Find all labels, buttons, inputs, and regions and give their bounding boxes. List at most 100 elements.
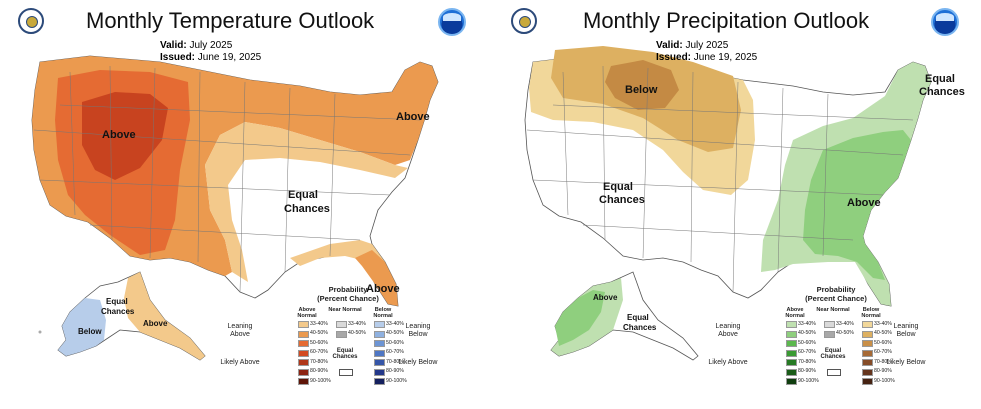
legend-swatch [374, 321, 385, 328]
legend-swatch [374, 359, 385, 366]
legend-likely-below: Likely Below [886, 359, 926, 366]
legend-swatch [862, 368, 873, 376]
legend-swatch-label: 60-70% [310, 349, 328, 355]
legend-swatch-label: 90-100% [798, 377, 819, 384]
legend-swatch-label: 40-50% [836, 330, 854, 336]
legend-swatch-label: 40-50% [386, 330, 404, 336]
temp-zone-florida [355, 250, 398, 306]
label-ak-equal-1: Equal [627, 313, 649, 322]
legend-swatch [824, 321, 835, 328]
precip-zone-above-40-50 [803, 130, 911, 280]
legend-swatch [298, 330, 309, 338]
alaska-above-zone [124, 272, 205, 360]
precipitation-outlook-panel: Below Equal Chances Equal Chances Above … [493, 0, 981, 409]
alaska-below-zone [58, 298, 106, 356]
legend-swatch [374, 340, 385, 347]
legend-swatch-label: 33-40% [348, 320, 366, 327]
legend-likely-above: Likely Above [708, 359, 748, 366]
legend-col-above: Above Normal [297, 307, 317, 319]
legend-swatch [374, 349, 385, 357]
probability-legend: Probability (Percent Chance) Above Norma… [220, 283, 438, 403]
legend-swatch-label: 33-40% [874, 320, 892, 327]
legend-swatch [298, 368, 309, 376]
legend-col-near: Near Normal [328, 307, 362, 313]
legend-leaning-below: Leaning Below [405, 323, 431, 338]
legend-swatch [298, 321, 309, 328]
legend-swatch-label: 33-40% [798, 320, 816, 327]
doc-seal-icon [511, 8, 537, 34]
legend-title: Probability [816, 285, 856, 294]
legend-subtitle: (Percent Chance) [317, 294, 379, 303]
legend-swatch [786, 359, 797, 366]
legend-swatch-label: 70-80% [798, 358, 816, 365]
precipitation-map: Below Equal Chances Equal Chances Above … [524, 46, 965, 361]
label-equal-w-1: Equal [603, 181, 633, 193]
label-above-florida: Above [366, 283, 400, 295]
label-equal-chances-1: Equal [288, 189, 318, 201]
label-equal-ne-2: Chances [919, 86, 965, 98]
legend-swatch [786, 378, 797, 385]
validity-block: Valid: July 2025 Issued: June 19, 2025 [160, 40, 261, 64]
legend-swatch [336, 321, 347, 328]
label-ak-equal-2: Chances [101, 307, 135, 316]
issued-label: Issued: [656, 52, 692, 63]
legend-swatch-label: 33-40% [386, 320, 404, 327]
legend-swatch-label: 90-100% [310, 377, 331, 384]
legend-title: Probability [328, 285, 368, 294]
legend-swatch [862, 349, 873, 357]
legend-swatch [298, 349, 309, 357]
legend-likely-above: Likely Above [220, 359, 260, 366]
label-ak-equal-1: Equal [106, 297, 128, 306]
noaa-logo-icon [438, 8, 466, 36]
legend-swatch [374, 368, 385, 376]
legend-swatch [374, 330, 385, 338]
legend-swatch-label: 40-50% [348, 330, 366, 336]
label-ak-above: Above [593, 293, 618, 302]
legend-swatch-label: 70-80% [874, 358, 892, 365]
temp-zone-33-40 [205, 122, 408, 282]
label-above-se: Above [847, 197, 881, 209]
valid-label: Valid: [656, 40, 683, 51]
issued-value: June 19, 2025 [693, 52, 758, 63]
doc-seal-icon [18, 8, 44, 34]
valid-value: July 2025 [685, 40, 729, 51]
label-equal-chances-2: Chances [284, 203, 330, 215]
validity-block: Valid: July 2025 Issued: June 19, 2025 [656, 40, 757, 64]
legend-col-below: Below Normal [373, 307, 393, 319]
legend-col-near: Near Normal [816, 307, 850, 313]
legend-equal-chances-swatch [339, 368, 353, 376]
legend-swatch-label: 60-70% [874, 349, 892, 355]
label-ak-below: Below [78, 327, 102, 336]
noaa-logo-icon [931, 8, 959, 36]
temperature-outlook-panel: Above Above Equal Chances Above Equal Ch… [0, 0, 488, 409]
legend-swatch-label: 40-50% [798, 330, 816, 336]
legend-swatch [336, 330, 347, 338]
legend-swatch [298, 359, 309, 366]
legend-swatch [298, 340, 309, 347]
valid-label: Valid: [160, 40, 187, 51]
legend-swatch-label: 80-90% [874, 368, 892, 374]
legend-swatch-label: 50-60% [798, 339, 816, 346]
legend-swatch-label: 70-80% [386, 358, 404, 365]
legend-leaning-above: Leaning Above [715, 323, 741, 338]
temperature-map: Above Above Equal Chances Above Equal Ch… [31, 55, 439, 361]
legend-equal-chances: Equal Chances [332, 347, 358, 360]
legend-subtitle: (Percent Chance) [805, 294, 867, 303]
legend-swatch-label: 60-70% [386, 349, 404, 355]
legend-swatch-label: 80-90% [386, 368, 404, 374]
legend-swatch [824, 330, 835, 338]
label-ak-equal-2: Chances [623, 323, 657, 332]
legend-swatch [786, 330, 797, 338]
legend-swatch-label: 50-60% [310, 339, 328, 346]
legend-swatch [786, 368, 797, 376]
label-above-northeast: Above [396, 111, 430, 123]
legend-swatch [862, 340, 873, 347]
legend-swatch [786, 349, 797, 357]
legend-equal-chances: Equal Chances [820, 347, 846, 360]
legend-swatch [862, 378, 873, 385]
state-lines [33, 65, 421, 293]
legend-swatch [786, 321, 797, 328]
legend-swatch-label: 90-100% [874, 377, 895, 384]
legend-swatch-label: 70-80% [310, 358, 328, 365]
legend-swatch-label: 80-90% [798, 368, 816, 374]
